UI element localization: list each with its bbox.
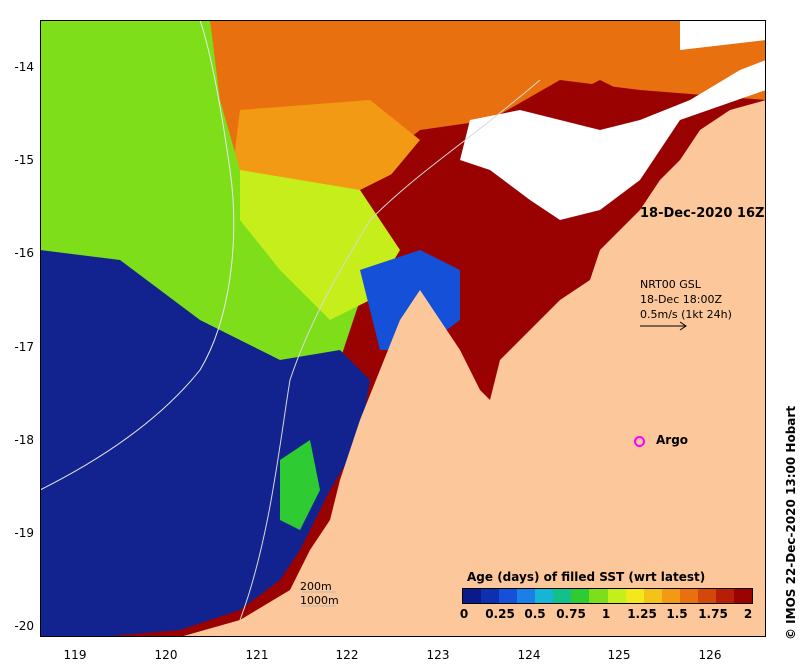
vector-line-1: NRT00 GSL — [640, 278, 701, 291]
x-tick-label: 121 — [245, 648, 269, 662]
vector-arrow-head — [679, 321, 687, 331]
colorbar-label: 1.75 — [698, 607, 728, 621]
colorbar-swatch — [463, 589, 482, 603]
x-tick-label: 120 — [154, 648, 178, 662]
colorbar-swatch — [661, 589, 680, 603]
x-tick-label: 126 — [698, 648, 722, 662]
x-tick-label: 125 — [607, 648, 631, 662]
contour-200m — [40, 20, 235, 491]
colorbar-label: 0.5 — [524, 607, 546, 621]
colorbar-swatch — [697, 589, 716, 603]
y-tick-label: -19 — [14, 526, 34, 540]
y-tick-label: -16 — [14, 246, 34, 260]
land-mass — [180, 100, 766, 637]
colorbar-swatch — [589, 589, 608, 603]
y-tick-label: -20 — [14, 619, 34, 633]
vector-legend: NRT00 GSL 18-Dec 18:00Z 0.5m/s (1kt 24h) — [640, 277, 732, 322]
colorbar-label: 0 — [459, 607, 469, 621]
colorbar-swatch — [607, 589, 626, 603]
depth-label-1000: 1000m — [300, 594, 339, 607]
colorbar-swatch — [499, 589, 518, 603]
contour-1000m — [239, 79, 541, 621]
colorbar-swatch — [517, 589, 536, 603]
colorbar-label: 1.25 — [627, 607, 657, 621]
colorbar-label: 0.75 — [556, 607, 586, 621]
cloud-region — [460, 20, 766, 220]
colorbar-swatch — [553, 589, 572, 603]
colorbar-swatch — [535, 589, 554, 603]
yellow-green-mid — [240, 170, 400, 320]
x-tick-label: 119 — [63, 648, 87, 662]
colorbar-swatch — [481, 589, 500, 603]
argo-float-icon — [634, 436, 645, 447]
depth-label-200: 200m — [300, 580, 332, 593]
blue-south — [40, 250, 370, 637]
copyright-caption: © IMOS 22-Dec-2020 13:00 Hobart — [784, 405, 798, 640]
colorbar — [462, 588, 753, 604]
vector-line-2: 18-Dec 18:00Z — [640, 293, 722, 306]
colorbar-swatch — [679, 589, 698, 603]
sst-map — [40, 20, 766, 637]
colorbar-swatch — [571, 589, 590, 603]
colorbar-swatch — [625, 589, 644, 603]
vector-line-3: 0.5m/s (1kt 24h) — [640, 308, 732, 321]
y-tick-label: -15 — [14, 153, 34, 167]
teal-patch — [280, 440, 320, 530]
timestamp-label: 18-Dec-2020 16Z — [640, 206, 765, 221]
x-tick-label: 124 — [517, 648, 541, 662]
argo-label: Argo — [656, 433, 689, 447]
x-tick-label: 123 — [426, 648, 450, 662]
colorbar-label: 1 — [601, 607, 611, 621]
colorbar-label: 2 — [743, 607, 753, 621]
y-tick-label: -17 — [14, 340, 34, 354]
x-tick-label: 122 — [335, 648, 359, 662]
colorbar-swatch — [715, 589, 734, 603]
colorbar-label: 1.5 — [666, 607, 688, 621]
colorbar-label: 0.25 — [485, 607, 515, 621]
y-tick-label: -18 — [14, 433, 34, 447]
y-tick-label: -14 — [14, 60, 34, 74]
colorbar-title: Age (days) of filled SST (wrt latest) — [467, 570, 706, 584]
colorbar-swatch — [733, 589, 752, 603]
colorbar-swatch — [643, 589, 662, 603]
